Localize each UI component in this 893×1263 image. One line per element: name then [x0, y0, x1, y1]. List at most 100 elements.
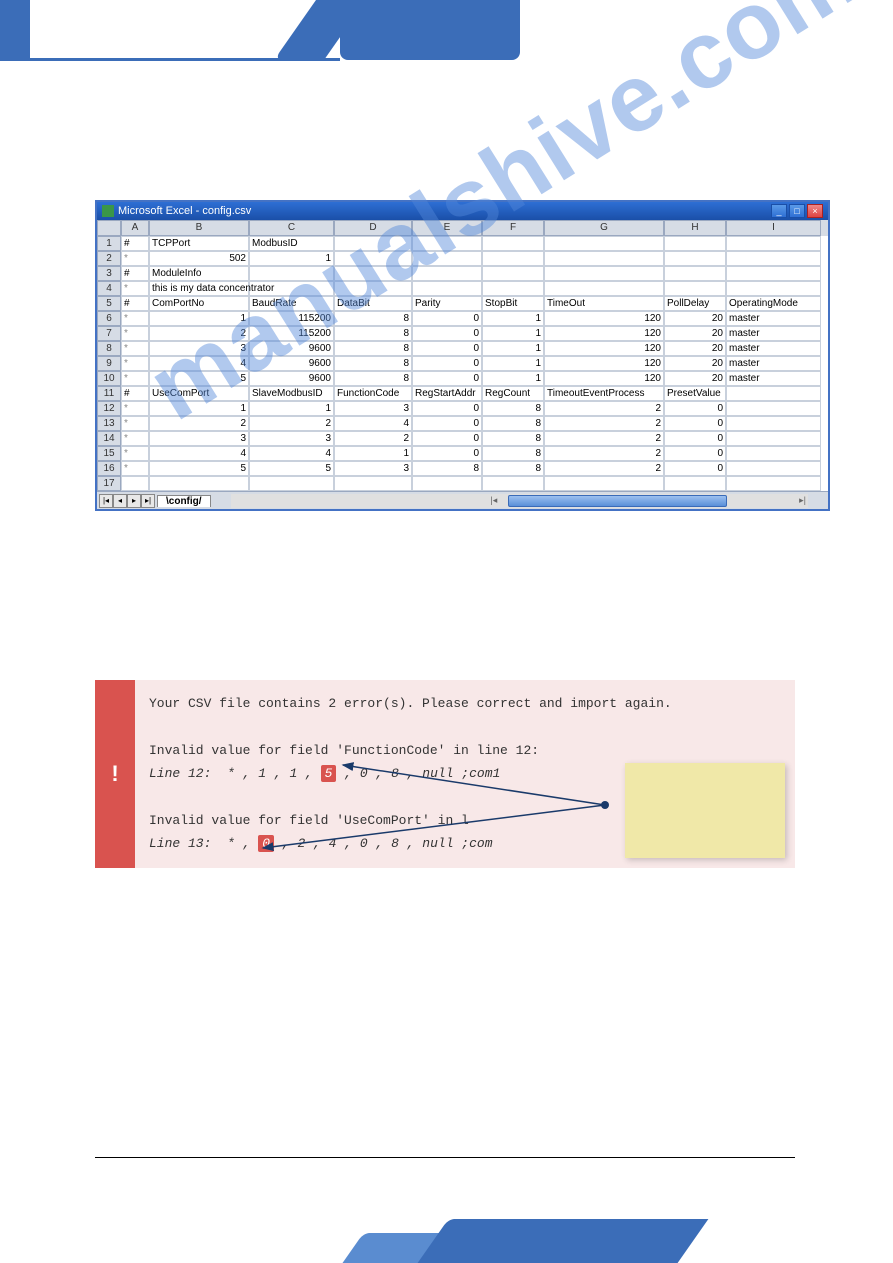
horizontal-scrollbar[interactable]: |◂ ▸| — [231, 494, 808, 508]
row-header[interactable]: 7 — [97, 326, 121, 341]
row-header[interactable]: 16 — [97, 461, 121, 476]
cell[interactable]: 8 — [334, 356, 412, 371]
cell[interactable]: 3 — [149, 431, 249, 446]
cell[interactable] — [726, 401, 821, 416]
cell[interactable]: 20 — [664, 341, 726, 356]
cell[interactable]: ModbusID — [249, 236, 334, 251]
col-header[interactable]: H — [664, 220, 726, 236]
cell[interactable]: FunctionCode — [334, 386, 412, 401]
col-header[interactable]: I — [726, 220, 821, 236]
row-header[interactable]: 4 — [97, 281, 121, 296]
cell[interactable]: 8 — [482, 461, 544, 476]
cell[interactable]: this is my data concentrator — [149, 281, 249, 296]
row-header[interactable]: 5 — [97, 296, 121, 311]
row-header[interactable]: 11 — [97, 386, 121, 401]
cell[interactable] — [412, 251, 482, 266]
tab-first-button[interactable]: |◂ — [99, 494, 113, 508]
cell[interactable] — [726, 266, 821, 281]
cell[interactable]: 0 — [412, 356, 482, 371]
cell[interactable]: 1 — [482, 326, 544, 341]
col-header[interactable]: A — [121, 220, 149, 236]
cell[interactable]: 2 — [544, 401, 664, 416]
cell[interactable] — [726, 236, 821, 251]
cell[interactable]: 1 — [249, 251, 334, 266]
cell[interactable] — [664, 251, 726, 266]
cell[interactable] — [482, 266, 544, 281]
cell[interactable] — [544, 266, 664, 281]
cell[interactable]: 0 — [412, 446, 482, 461]
cell[interactable]: 3 — [334, 401, 412, 416]
cell[interactable] — [726, 446, 821, 461]
cell[interactable]: * — [121, 446, 149, 461]
cell[interactable] — [726, 281, 821, 296]
cell[interactable]: 20 — [664, 356, 726, 371]
cell[interactable] — [726, 431, 821, 446]
row-header[interactable]: 8 — [97, 341, 121, 356]
cell[interactable]: 2 — [544, 461, 664, 476]
cell[interactable]: * — [121, 371, 149, 386]
cell[interactable] — [664, 266, 726, 281]
cell[interactable]: 8 — [334, 311, 412, 326]
cell[interactable] — [482, 251, 544, 266]
cell[interactable] — [726, 476, 821, 491]
cell[interactable]: master — [726, 311, 821, 326]
tab-next-button[interactable]: ▸ — [127, 494, 141, 508]
cell[interactable]: 1 — [249, 401, 334, 416]
cell[interactable] — [334, 266, 412, 281]
cell[interactable]: 0 — [412, 431, 482, 446]
cell[interactable] — [664, 236, 726, 251]
cell[interactable]: * — [121, 341, 149, 356]
cell[interactable]: 5 — [149, 461, 249, 476]
cell[interactable]: 8 — [482, 416, 544, 431]
cell[interactable]: 2 — [334, 431, 412, 446]
col-header[interactable]: G — [544, 220, 664, 236]
cell[interactable]: * — [121, 281, 149, 296]
cell[interactable]: 1 — [334, 446, 412, 461]
row-header[interactable]: 2 — [97, 251, 121, 266]
row-header[interactable]: 15 — [97, 446, 121, 461]
cell[interactable]: 2 — [544, 446, 664, 461]
cell[interactable]: 8 — [482, 446, 544, 461]
row-header[interactable]: 10 — [97, 371, 121, 386]
cell[interactable]: 502 — [149, 251, 249, 266]
sheet-tab[interactable]: \config/ — [157, 495, 211, 507]
close-button[interactable]: × — [807, 204, 823, 218]
cell[interactable]: 120 — [544, 326, 664, 341]
row-header[interactable]: 17 — [97, 476, 121, 491]
cell[interactable]: 8 — [482, 401, 544, 416]
cell[interactable]: 5 — [149, 371, 249, 386]
cell[interactable] — [334, 236, 412, 251]
cell[interactable]: master — [726, 326, 821, 341]
cell[interactable] — [726, 386, 821, 401]
cell[interactable]: master — [726, 371, 821, 386]
cell[interactable]: 120 — [544, 311, 664, 326]
row-header[interactable]: 3 — [97, 266, 121, 281]
cell[interactable]: 0 — [664, 461, 726, 476]
row-header[interactable]: 6 — [97, 311, 121, 326]
cell[interactable]: 9600 — [249, 341, 334, 356]
cell[interactable]: 5 — [249, 461, 334, 476]
col-header[interactable]: F — [482, 220, 544, 236]
cell[interactable]: ComPortNo — [149, 296, 249, 311]
cell[interactable]: master — [726, 356, 821, 371]
cell[interactable]: 4 — [334, 416, 412, 431]
cell[interactable]: 2 — [544, 431, 664, 446]
cell[interactable] — [544, 281, 664, 296]
cell[interactable]: 0 — [664, 431, 726, 446]
cell[interactable] — [726, 251, 821, 266]
cell[interactable] — [544, 476, 664, 491]
cell[interactable]: 2 — [149, 326, 249, 341]
cell[interactable]: 1 — [482, 356, 544, 371]
cell[interactable] — [544, 251, 664, 266]
row-header[interactable]: 14 — [97, 431, 121, 446]
cell[interactable]: # — [121, 386, 149, 401]
cell[interactable]: 120 — [544, 356, 664, 371]
cell[interactable] — [482, 236, 544, 251]
cell[interactable] — [726, 416, 821, 431]
cell[interactable]: 1 — [149, 401, 249, 416]
minimize-button[interactable]: _ — [771, 204, 787, 218]
cell[interactable]: 20 — [664, 371, 726, 386]
row-header[interactable]: 1 — [97, 236, 121, 251]
cell[interactable]: BaudRate — [249, 296, 334, 311]
cell[interactable]: 0 — [412, 401, 482, 416]
